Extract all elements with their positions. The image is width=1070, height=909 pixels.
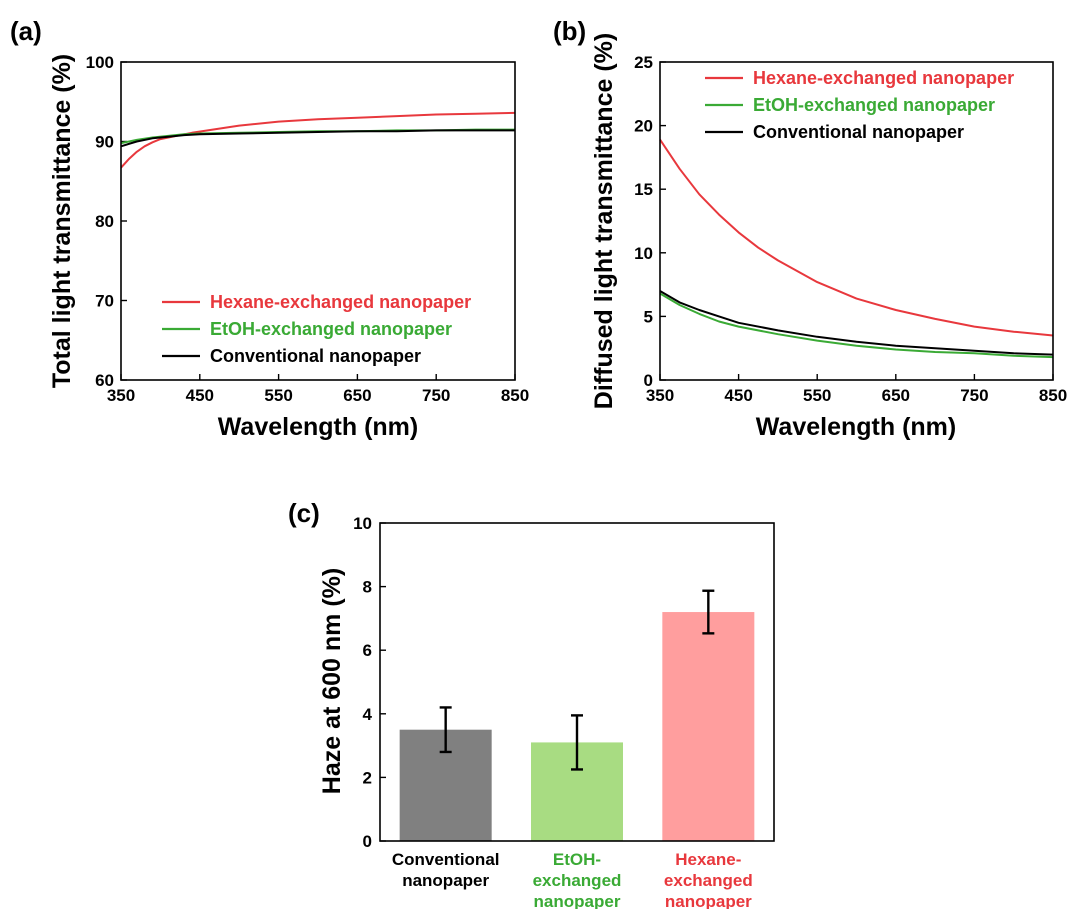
panel-a-y-tick-label: 80 [95, 212, 114, 231]
legend-label-etoh-exchanged-nanopaper: EtOH-exchanged nanopaper [210, 319, 452, 339]
panel-a-y-tick-label: 60 [95, 371, 114, 390]
panel-b-y-tick-label: 15 [634, 180, 653, 199]
panel-b-y-tick-label: 10 [634, 244, 653, 263]
panel-b-y-tick-label: 0 [644, 371, 653, 390]
panel-b-x-tick-label: 550 [803, 386, 831, 405]
legend-label-conventional-nanopaper: Conventional nanopaper [210, 346, 421, 366]
panel-b-series-conventional-nanopaper [659, 290, 1054, 356]
panel-b-y-axis-title: Diffused light transmittance (%) [590, 33, 618, 409]
panel-c-y-tick-label: 2 [363, 768, 372, 787]
panel-b-y-tick-label: 5 [644, 307, 653, 326]
panel-a-series-conventional-nanopaper [120, 129, 515, 148]
panel-a-x-axis-title: Wavelength (nm) [218, 413, 418, 441]
panel-b-x-tick-label: 450 [724, 386, 752, 405]
panel-a-legend: Hexane-exchanged nanopaper EtOH-exchanged… [162, 292, 471, 366]
panel-a-y-axis-title: Total light transmittance (%) [48, 54, 76, 388]
panel-b-legend: Hexane-exchanged nanopaper EtOH-exchanged… [705, 68, 1014, 142]
panel-c-y-tick-label: 0 [363, 832, 372, 851]
panel-b-x-tick-label: 350 [646, 386, 674, 405]
panel-a-y-tick-label: 100 [86, 53, 114, 72]
legend-label-hexane-exchanged-nanopaper: Hexane-exchanged nanopaper [753, 68, 1014, 88]
legend-label-etoh-exchanged-nanopaper: EtOH-exchanged nanopaper [753, 95, 995, 115]
panel-b-diffuse-transmittance-chart: (b) 350 450 550 650 750 850 0 5 10 15 20 25 Wavelen… [553, 16, 1067, 441]
panel-c-y-tick-label: 10 [353, 514, 372, 533]
category-label-conventional-nanopaper: Conventional nanopaper [392, 850, 500, 890]
panel-b-plot-frame [659, 61, 1054, 381]
panel-a-x-tick-label: 450 [186, 386, 214, 405]
panel-a-y-tick-label: 90 [95, 133, 114, 152]
panel-c-y-tick-label: 8 [363, 578, 372, 597]
panel-a-y-tick-label: 70 [95, 292, 114, 311]
legend-label-conventional-nanopaper: Conventional nanopaper [753, 122, 964, 142]
panel-b-series-etoh-exchanged-nanopaper [659, 292, 1054, 359]
legend-label-hexane-exchanged-nanopaper: Hexane-exchanged nanopaper [210, 292, 471, 312]
panel-c-haze-bar-chart: (c) 0 2 4 6 8 10 Haze at 600 nm (%) Conventio… [288, 498, 775, 909]
panel-b-y-tick-label: 20 [634, 117, 653, 136]
panel-c-y-tick-label: 4 [363, 705, 373, 724]
panel-a-label: (a) [10, 16, 42, 46]
category-label-etoh-exchanged-nanopaper: EtOH-exchanged nanopaper [533, 850, 622, 909]
panel-c-plot-frame [379, 522, 775, 842]
panel-a-plot-frame [120, 61, 516, 381]
panel-b-y-tick-label: 25 [634, 53, 653, 72]
panel-a-x-tick-label: 350 [107, 386, 135, 405]
panel-c-y-axis-title: Haze at 600 nm (%) [318, 568, 346, 794]
panel-a-series-hexane-exchanged-nanopaper [120, 111, 516, 169]
category-label-hexane-exchanged-nanopaper: Hexane-exchanged nanopaper [664, 850, 753, 909]
panel-a-x-tick-label: 750 [422, 386, 450, 405]
panel-c-label: (c) [288, 498, 320, 528]
panel-a-x-tick-label: 850 [501, 386, 529, 405]
panel-b-series-hexane-exchanged-nanopaper [659, 139, 1054, 337]
panel-b-x-tick-label: 650 [882, 386, 910, 405]
panel-a-transmittance-chart: (a) 350 450 550 650 750 850 60 70 80 90 100 Wavele… [10, 16, 529, 441]
panel-a-x-tick-label: 550 [264, 386, 292, 405]
panel-b-label: (b) [553, 16, 586, 46]
panel-b-x-axis-title: Wavelength (nm) [756, 413, 956, 441]
bar-hexane-exchanged-nanopaper [662, 612, 755, 841]
panel-a-x-tick-label: 650 [343, 386, 371, 405]
panel-c-y-tick-label: 6 [363, 641, 372, 660]
panel-b-x-tick-label: 850 [1039, 386, 1067, 405]
panel-b-x-tick-label: 750 [960, 386, 988, 405]
